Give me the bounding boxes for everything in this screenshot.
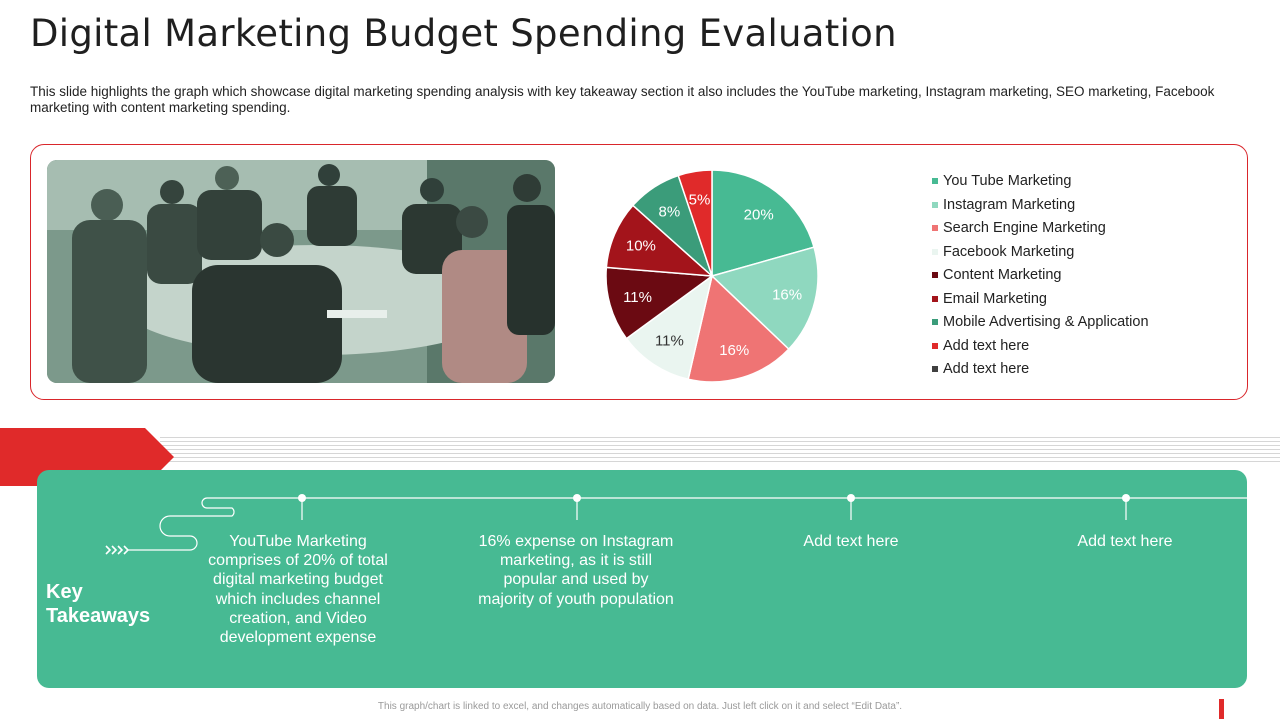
pie-slice-3[interactable]: [687, 274, 790, 383]
key-takeaways-panel: [37, 470, 1247, 688]
pie-data-label-7: 8%: [659, 203, 681, 220]
legend-label: Search Engine Marketing: [943, 220, 1106, 236]
pie-slice-5[interactable]: [605, 266, 715, 340]
timeline-node-2: [573, 494, 581, 520]
legend-label: Add text here: [943, 337, 1030, 354]
legend-swatch: [932, 295, 938, 302]
legend-swatch: [932, 342, 938, 349]
legend-item: You Tube Marketing: [932, 171, 1149, 195]
pie-slice-2[interactable]: [710, 246, 819, 351]
legend-swatch: [932, 319, 938, 325]
legend-swatch: [932, 272, 938, 278]
takeaway-2: 16% expense on Instagram marketing, as i…: [478, 533, 674, 608]
pie-data-label-5: 11%: [623, 289, 652, 306]
pie-data-label-8: 5%: [689, 192, 711, 209]
key-takeaways-title: Key Takeaways: [46, 581, 151, 627]
takeaway-3: Add text here: [803, 533, 899, 550]
legend-item: Email Marketing: [932, 289, 1149, 313]
pie-data-label-1: 20%: [744, 206, 774, 223]
meeting-photo: [47, 160, 555, 383]
timeline-node-3: [847, 494, 855, 520]
legend-swatch: [932, 366, 938, 372]
pie-slice-6[interactable]: [605, 204, 715, 277]
pie-data-label-6: 10%: [626, 238, 656, 255]
slide-subtitle: This slide highlights the graph which sh…: [30, 84, 1215, 115]
pie-data-label-3: 16%: [719, 342, 749, 359]
chart-legend: You Tube Marketing Instagram Marketing Sea…: [932, 171, 1149, 383]
legend-swatch: [932, 178, 938, 184]
chart-panel: [30, 144, 1248, 400]
footer-note: This graph/chart is linked to excel, and…: [377, 701, 903, 712]
legend-swatch: [932, 248, 938, 255]
legend-label: Content Marketing: [943, 267, 1062, 283]
pie-slice-1[interactable]: [711, 169, 815, 277]
corner-accent-bar: [1219, 699, 1224, 719]
legend-swatch: [932, 201, 938, 208]
takeaway-4: Add text here: [1077, 533, 1173, 550]
legend-item: Search Engine Marketing: [932, 218, 1149, 242]
legend-label: Instagram Marketing: [943, 196, 1076, 213]
pie-slice-4[interactable]: [625, 274, 714, 381]
slide-title: Digital Marketing Budget Spending Evalua…: [30, 12, 897, 55]
legend-item: Facebook Marketing: [932, 242, 1149, 266]
legend-label: Add text here: [943, 361, 1030, 377]
pie-chart-svg: 20% 16% 16% 11% 11% 10% 8% 5%: [605, 169, 819, 383]
pie-slice-8[interactable]: [677, 169, 713, 277]
pie-data-label-4: 11%: [655, 333, 684, 350]
timeline-node-4: [1122, 494, 1130, 520]
legend-swatch: [932, 225, 938, 231]
legend-label: You Tube Marketing: [943, 173, 1072, 189]
legend-label: Email Marketing: [943, 290, 1047, 307]
pie-chart[interactable]: 20% 16% 16% 11% 11% 10% 8% 5%: [596, 160, 828, 392]
legend-item: Content Marketing: [932, 265, 1149, 289]
legend-item: Mobile Advertising & Application: [932, 312, 1149, 336]
legend-label: Facebook Marketing: [943, 243, 1075, 260]
legend-item: Instagram Marketing: [932, 195, 1149, 219]
legend-item: Add text here: [932, 359, 1149, 383]
legend-label: Mobile Advertising & Application: [943, 314, 1149, 330]
pie-data-label-2: 16%: [772, 287, 802, 304]
decorative-stripes: [160, 437, 1280, 463]
takeaway-1: YouTube Marketing comprises of 20% of to…: [208, 533, 388, 647]
legend-item: Add text here: [932, 336, 1149, 360]
timeline-node-1: [298, 494, 306, 520]
